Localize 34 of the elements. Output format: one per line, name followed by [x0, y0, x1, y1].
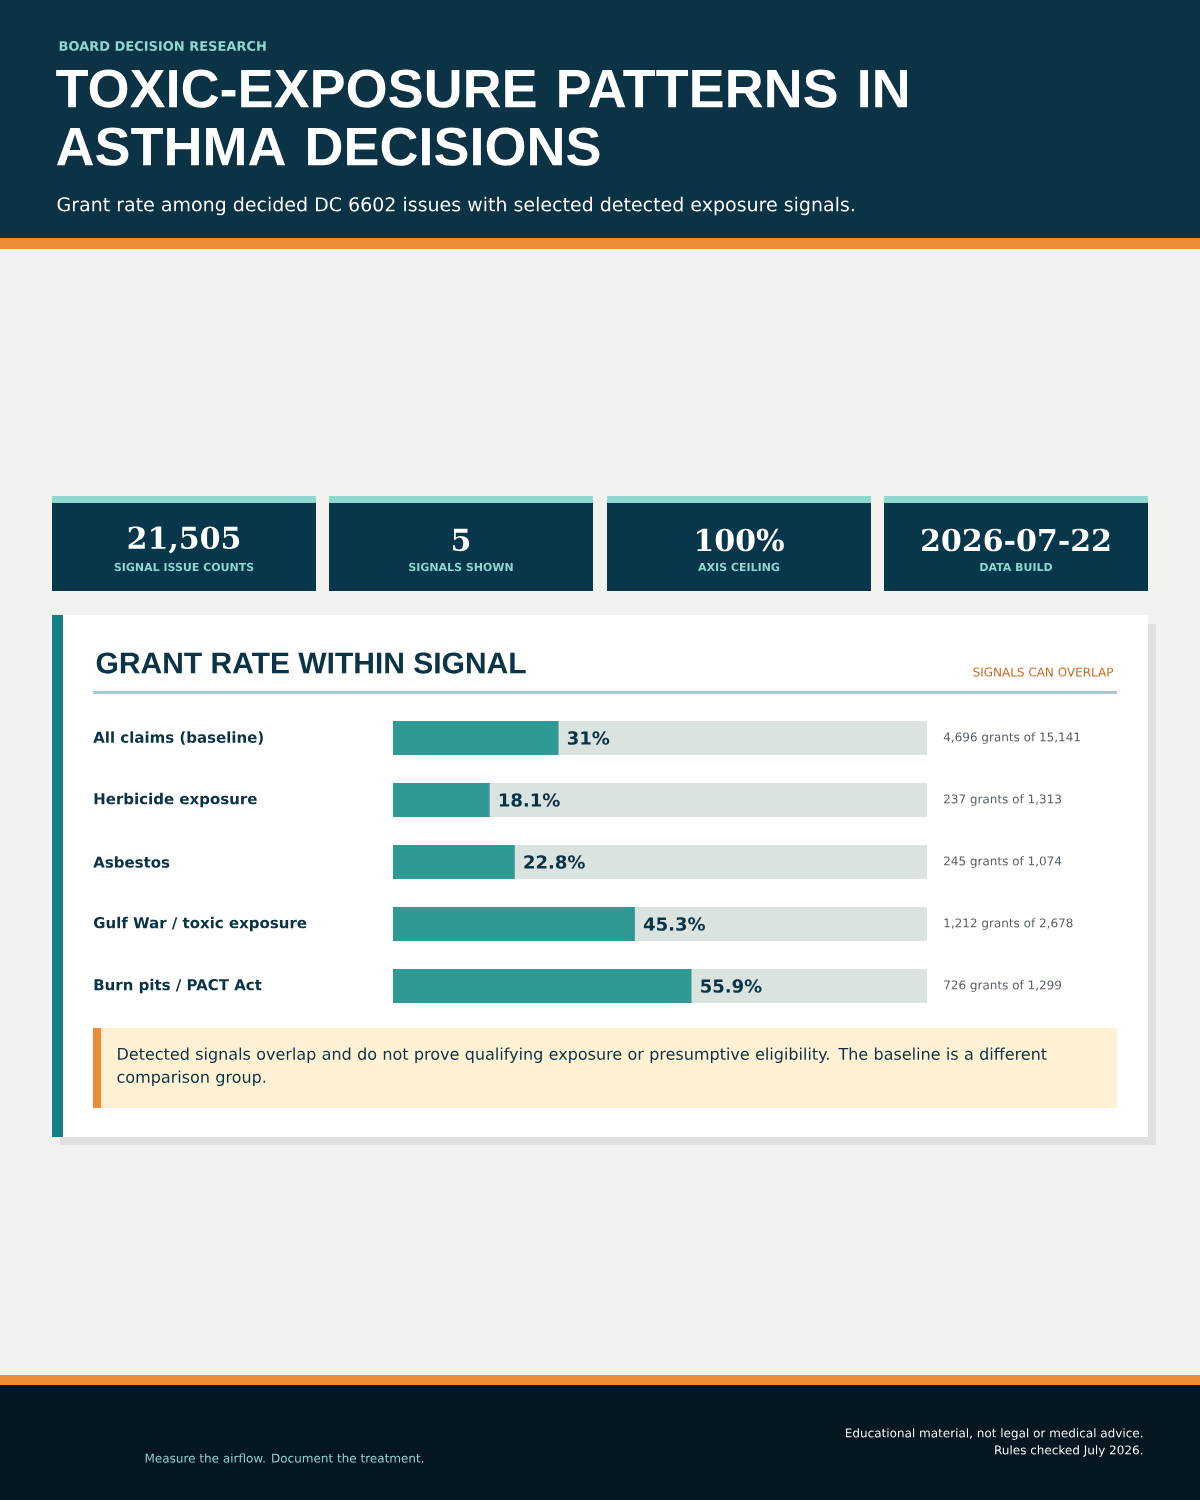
text: SIGNALS CAN OVERLAP	[973, 667, 1114, 677]
text: SIGNALS SHOWN	[409, 562, 513, 572]
y-tick-label: Burn pits / PACT Act	[94, 978, 262, 994]
text: 5	[453, 528, 470, 552]
bar	[393, 845, 515, 880]
text: 21,505	[128, 526, 240, 554]
y-tick-label: All claims (baseline)	[93, 731, 263, 745]
data-label: 55.9%	[701, 979, 762, 993]
data-label: 22.8%	[524, 855, 585, 869]
text: BOARD DECISION RESEARCH	[59, 41, 266, 51]
y-tick-label: Asbestos	[93, 856, 170, 868]
chart-title: TOXIC-EXPOSURE PATTERNS IN ASTHMA DECISIONS	[56, 69, 907, 166]
text: Educational material, not legal or medical advice.	[845, 1428, 1143, 1440]
y-tick-label: Gulf War / toxic exposure	[93, 916, 307, 932]
data-label: 18.1%	[499, 793, 560, 807]
text: 237 grants of 1,313	[944, 794, 1061, 806]
y-tick-label: Herbicide exposure	[94, 792, 257, 808]
text: 245 grants of 1,074	[944, 856, 1062, 868]
text: 2026-07-22	[922, 528, 1110, 552]
text: 1,212 grants of 2,678	[944, 918, 1073, 930]
chart-subtitle: Grant rate among decided DC 6602 issues with selected detected exposure signals.	[57, 196, 854, 216]
text: 726 grants of 1,299	[944, 980, 1062, 992]
data-label: 31%	[567, 731, 610, 745]
text: Rules checked July 2026.	[995, 1445, 1143, 1457]
text: AXIS CEILING	[698, 562, 780, 572]
data-label: 45.3%	[643, 917, 705, 931]
text: Measure the airflow. Document the treatment.	[145, 1453, 424, 1463]
text: DATA BUILD	[980, 562, 1053, 572]
text: GRANT RATE WITHIN SIGNAL	[96, 652, 526, 674]
text: SIGNAL ISSUE COUNTS	[114, 562, 254, 572]
bar	[393, 783, 490, 818]
text: 100%	[697, 528, 784, 552]
text: 4,696 grants of 15,141	[943, 732, 1080, 744]
text: Detected signals overlap and do not prove qualifying exposure or presumptive eligibility. The baseline is a different comparison group.	[117, 1047, 1047, 1087]
